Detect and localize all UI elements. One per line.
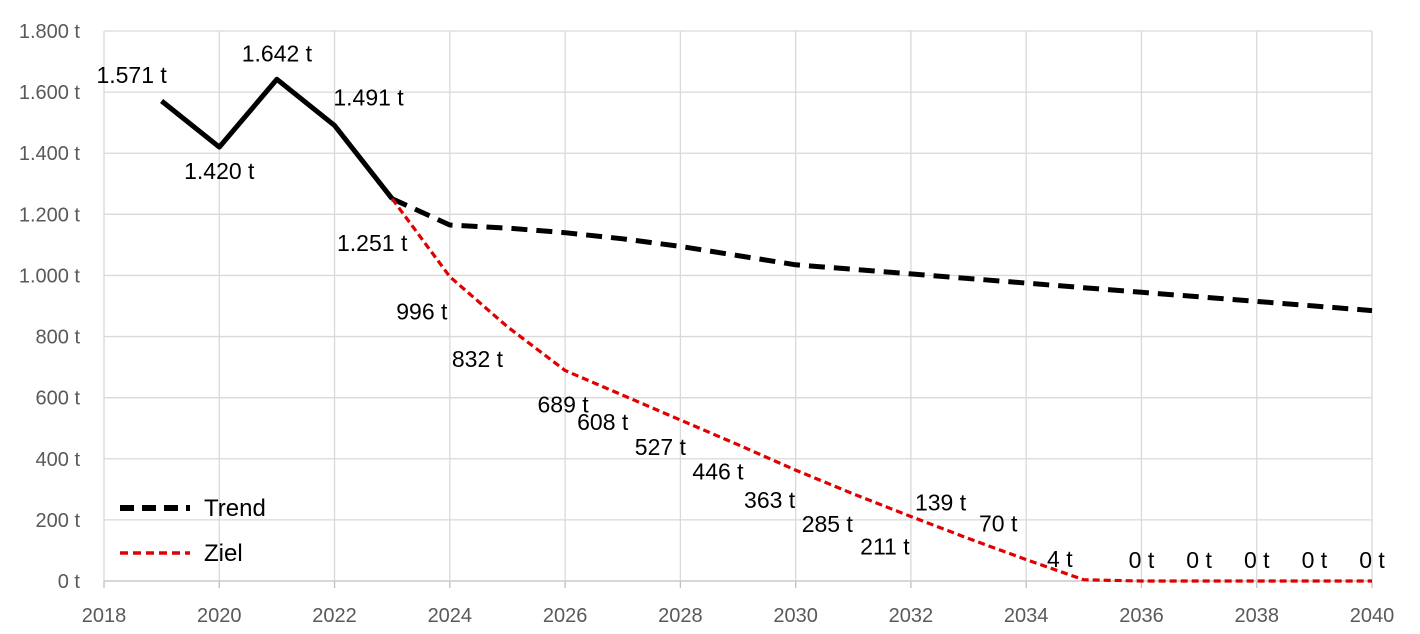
- legend-label-ziel: Ziel: [204, 540, 243, 567]
- data-label-ziel: 0 t: [1186, 547, 1212, 573]
- data-label-historical: 1.420 t: [184, 158, 255, 184]
- data-label-historical: 1.491 t: [333, 84, 404, 110]
- y-tick-label: 400 t: [36, 449, 81, 471]
- data-label-historical: 1.571 t: [96, 62, 167, 88]
- data-label-ziel: 446 t: [692, 459, 744, 485]
- grid: [103, 30, 1373, 582]
- legend-label-trend: Trend: [204, 495, 266, 522]
- data-label-ziel: 527 t: [635, 434, 687, 460]
- x-tick-label: 2028: [658, 605, 703, 627]
- x-tick-label: 2018: [82, 605, 127, 627]
- data-label-ziel: 832 t: [452, 346, 504, 372]
- series-line-ziel: [390, 197, 1372, 583]
- y-tick-label: 200 t: [36, 510, 81, 532]
- data-label-historical: 1.642 t: [242, 40, 313, 66]
- x-tick-label: 2022: [312, 605, 357, 627]
- y-tick-label: 1.200 t: [19, 204, 81, 226]
- x-tick-label: 2032: [889, 605, 934, 627]
- series-line-trend: [391, 196, 1373, 314]
- series-lines: [160, 76, 1373, 583]
- data-label-ziel: 0 t: [1359, 547, 1385, 573]
- x-tick-label: 2024: [428, 605, 473, 627]
- data-label-ziel: 211 t: [860, 534, 910, 560]
- x-tick-label: 2036: [1119, 605, 1164, 627]
- data-label-ziel: 363 t: [744, 487, 796, 513]
- y-tick-label: 1.000 t: [19, 265, 81, 287]
- y-tick-label: 0 t: [58, 571, 81, 593]
- axes: 0 t 200 t 400 t 600 t 800 t 1.000 t 1.200 t 1.4…: [19, 21, 1394, 627]
- y-tick-label: 600 t: [36, 388, 81, 410]
- data-label-ziel: 70 t: [979, 511, 1018, 537]
- y-tick-label: 800 t: [36, 327, 81, 349]
- x-tick-label: 2020: [197, 605, 242, 627]
- x-tick-label: 2026: [543, 605, 588, 627]
- data-label-ziel: 0 t: [1129, 547, 1155, 573]
- data-label-ziel: 0 t: [1244, 547, 1270, 573]
- data-label-ziel: 4 t: [1047, 546, 1073, 572]
- data-label-ziel: 285 t: [802, 511, 854, 537]
- y-tick-label: 1.800 t: [19, 21, 81, 43]
- data-label-ziel: 996 t: [396, 299, 448, 325]
- x-tick-label: 2030: [773, 605, 818, 627]
- data-label-ziel: 139 t: [915, 490, 967, 516]
- legend: Trend Ziel: [120, 495, 266, 567]
- data-label-historical: 1.251 t: [337, 230, 408, 256]
- data-labels: 1.571 t 1.420 t 1.642 t 1.491 t 1.251 t 996 t…: [96, 40, 1385, 573]
- series-line-historical: [160, 76, 395, 201]
- y-tick-label: 1.600 t: [19, 82, 81, 104]
- x-tick-label: 2034: [1004, 605, 1049, 627]
- x-tick-label: 2038: [1234, 605, 1279, 627]
- data-label-ziel: 608 t: [577, 409, 629, 435]
- data-label-ziel: 0 t: [1302, 547, 1328, 573]
- y-tick-label: 1.400 t: [19, 143, 81, 165]
- data-label-ziel: 689 t: [538, 391, 590, 417]
- x-tick-label: 2040: [1350, 605, 1395, 627]
